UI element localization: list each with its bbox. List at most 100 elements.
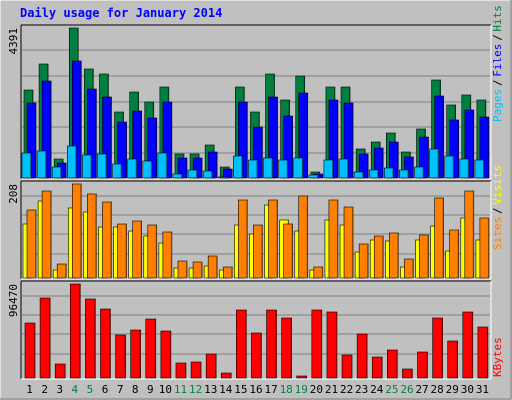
bar-sites-day-17 (268, 199, 278, 279)
bar-sites-day-16 (253, 224, 263, 279)
bar-sites-day-10 (162, 231, 173, 279)
bar-pages-day-7 (112, 163, 122, 179)
bar-sites-day-31 (479, 217, 490, 279)
x-tick-label-21: 21 (325, 383, 338, 396)
bar-kbytes-day-11 (175, 362, 187, 379)
x-tick-label-1: 1 (26, 383, 33, 396)
bar-kbytes-day-27 (417, 351, 428, 379)
x-tick-label-13: 13 (204, 383, 217, 396)
bar-sites-day-26 (404, 258, 414, 279)
x-tick-label-20: 20 (310, 383, 323, 396)
bar-files-day-14 (222, 168, 233, 179)
bar-pages-day-30 (459, 158, 470, 179)
x-tick-label-8: 8 (132, 383, 139, 396)
bar-pages-day-16 (248, 159, 258, 179)
bar-sites-day-9 (147, 224, 158, 279)
y-max-label-2: 208 (7, 184, 20, 204)
x-tick-label-29: 29 (446, 383, 459, 396)
x-tick-label-27: 27 (415, 383, 428, 396)
bar-kbytes-day-16 (251, 332, 262, 379)
bar-kbytes-day-19 (296, 375, 308, 379)
bar-pages-day-9 (142, 160, 153, 179)
bar-kbytes-day-18 (281, 317, 292, 379)
x-tick-label-6: 6 (102, 383, 109, 396)
bar-kbytes-day-3 (54, 363, 66, 379)
x-tick-label-17: 17 (264, 383, 277, 396)
x-tick-label-5: 5 (87, 383, 94, 396)
x-tick-label-2: 2 (41, 383, 48, 396)
bar-sites-day-22 (343, 206, 354, 279)
bar-sites-day-7 (117, 223, 127, 279)
legend-separator-1-1: / (491, 79, 504, 86)
bar-sites-day-12 (192, 261, 203, 279)
bar-kbytes-day-10 (160, 330, 172, 379)
legend-visits: Visits (491, 165, 504, 205)
legend-files: Files (491, 44, 504, 77)
x-tick-label-4: 4 (72, 383, 79, 396)
bar-pages-day-3 (51, 166, 62, 179)
bar-kbytes-day-6 (100, 308, 111, 379)
bar-pages-day-26 (399, 169, 409, 179)
bar-pages-day-13 (202, 170, 213, 179)
x-tick-label-30: 30 (461, 383, 474, 396)
bar-pages-day-1 (21, 152, 32, 179)
x-tick-label-19: 19 (295, 383, 308, 396)
bar-pages-day-27 (414, 166, 424, 179)
bar-sites-day-4 (71, 183, 82, 279)
bar-sites-day-6 (102, 201, 112, 279)
bar-sites-day-15 (238, 199, 248, 279)
bar-pages-day-24 (368, 169, 379, 179)
bar-sites-day-13 (207, 255, 218, 279)
bar-sites-day-5 (87, 193, 97, 279)
bar-pages-day-17 (263, 157, 273, 179)
bar-kbytes-day-23 (356, 333, 368, 379)
bar-pages-day-4 (66, 145, 77, 179)
bar-pages-day-15 (233, 155, 243, 179)
bar-pages-day-31 (474, 159, 485, 179)
y-max-label-3: 96470 (7, 284, 20, 317)
bar-kbytes-day-4 (69, 283, 81, 379)
bar-pages-day-11 (172, 173, 183, 179)
bar-kbytes-day-9 (145, 318, 157, 379)
bar-sites-day-24 (373, 235, 384, 279)
bar-pages-day-10 (157, 152, 168, 179)
bar-kbytes-day-8 (130, 329, 141, 379)
bar-pages-day-25 (384, 167, 394, 179)
x-tick-label-16: 16 (249, 383, 262, 396)
bar-kbytes-day-31 (477, 326, 489, 379)
bar-sites-day-14 (222, 266, 233, 279)
x-tick-label-24: 24 (370, 383, 384, 396)
bar-sites-day-23 (358, 243, 369, 279)
bar-kbytes-day-14 (220, 372, 232, 379)
bar-kbytes-day-22 (341, 354, 353, 379)
x-tick-label-26: 26 (400, 383, 413, 396)
bar-pages-day-19 (293, 157, 304, 179)
bar-sites-day-28 (434, 197, 444, 279)
x-tick-label-23: 23 (355, 383, 368, 396)
bar-pages-day-18 (278, 159, 288, 179)
bar-kbytes-day-2 (39, 297, 51, 379)
x-tick-label-7: 7 (117, 383, 124, 396)
bar-kbytes-day-29 (447, 340, 459, 379)
x-tick-label-9: 9 (147, 383, 154, 396)
bar-kbytes-day-1 (24, 322, 36, 379)
bar-kbytes-day-13 (205, 353, 217, 379)
bar-pages-day-29 (444, 155, 455, 179)
bar-sites-day-18 (283, 223, 293, 279)
x-tick-label-11: 11 (174, 383, 187, 396)
bar-kbytes-day-30 (462, 311, 474, 379)
bar-sites-day-30 (464, 190, 475, 279)
bar-kbytes-day-28 (432, 317, 443, 379)
bar-sites-day-8 (132, 220, 142, 279)
bar-kbytes-day-7 (115, 334, 126, 379)
bar-sites-day-1 (26, 209, 37, 279)
bar-pages-day-20 (308, 174, 319, 179)
bar-pages-day-21 (323, 159, 334, 179)
y-max-label-1: 4391 (7, 28, 20, 55)
x-tick-label-3: 3 (56, 383, 63, 396)
legend-sites: Sites (491, 217, 504, 250)
bar-kbytes-day-21 (326, 311, 338, 379)
bar-pages-day-5 (82, 154, 92, 179)
bar-pages-day-12 (187, 169, 198, 179)
